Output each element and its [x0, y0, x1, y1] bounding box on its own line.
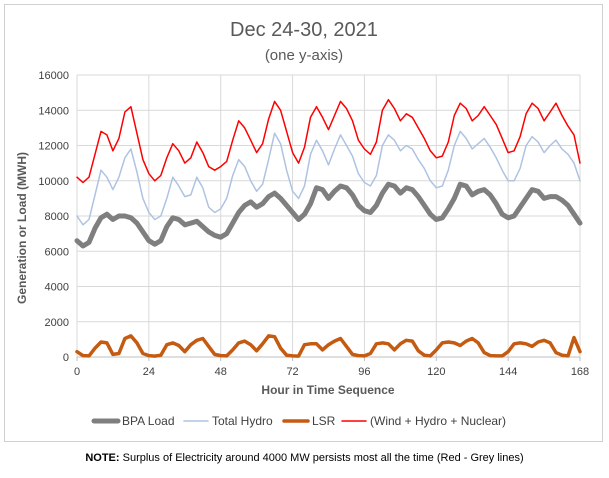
series-lines [74, 98, 583, 358]
x-tick-labels: 0 24 48 72 96 120 144 168 [74, 366, 589, 378]
x-tick-label: 72 [286, 366, 298, 378]
y-tick-label: 6000 [45, 246, 69, 258]
footnote: NOTE: Surplus of Electricity around 4000… [0, 452, 609, 464]
series-line-2 [75, 334, 582, 358]
x-tick-label: 0 [74, 366, 80, 378]
x-tick-label: 120 [427, 366, 445, 378]
y-tick-label: 14000 [38, 105, 69, 117]
legend-label: BPA Load [122, 414, 175, 428]
y-tick-label: 4000 [45, 282, 69, 294]
x-axis-label: Hour in Time Sequence [261, 383, 394, 397]
legend-label: LSR [312, 414, 336, 428]
legend-label: Total Hydro [212, 414, 273, 428]
legend-label: (Wind + Hydro + Nuclear) [370, 414, 506, 428]
chart-subtitle: (one y-axis) [265, 47, 343, 64]
y-tick-label: 2000 [45, 317, 69, 329]
y-axis-label: Generation or Load (MWH) [15, 152, 29, 304]
chart-border [4, 4, 603, 442]
series-line-3 [76, 98, 581, 184]
y-tick-label: 8000 [45, 211, 69, 223]
note-prefix: NOTE: [85, 452, 120, 464]
x-tick-label: 48 [215, 366, 227, 378]
y-tick-label: 16000 [38, 70, 69, 82]
x-tick-label: 144 [499, 366, 517, 378]
x-tick-label: 168 [571, 366, 589, 378]
legend: BPA Load Total Hydro LSR (Wind + Hydro + Nu… [91, 414, 506, 428]
line-chart: Dec 24-30, 2021 (one y-axis) 0 2000 4000 60… [15, 19, 589, 428]
note-text: Surplus of Electricity around 4000 MW pe… [119, 452, 524, 464]
y-tick-label: 12000 [38, 141, 69, 153]
x-tick-label: 96 [358, 366, 370, 378]
y-tick-label: 10000 [38, 176, 69, 188]
series-line-0 [74, 181, 583, 249]
y-tick-labels: 0 2000 4000 6000 8000 10000 12000 14000 16000 [38, 70, 69, 364]
y-tick-label: 0 [63, 352, 69, 364]
series-line-1 [76, 130, 581, 226]
x-tick-label: 24 [143, 366, 155, 378]
chart-title: Dec 24-30, 2021 [230, 19, 378, 41]
